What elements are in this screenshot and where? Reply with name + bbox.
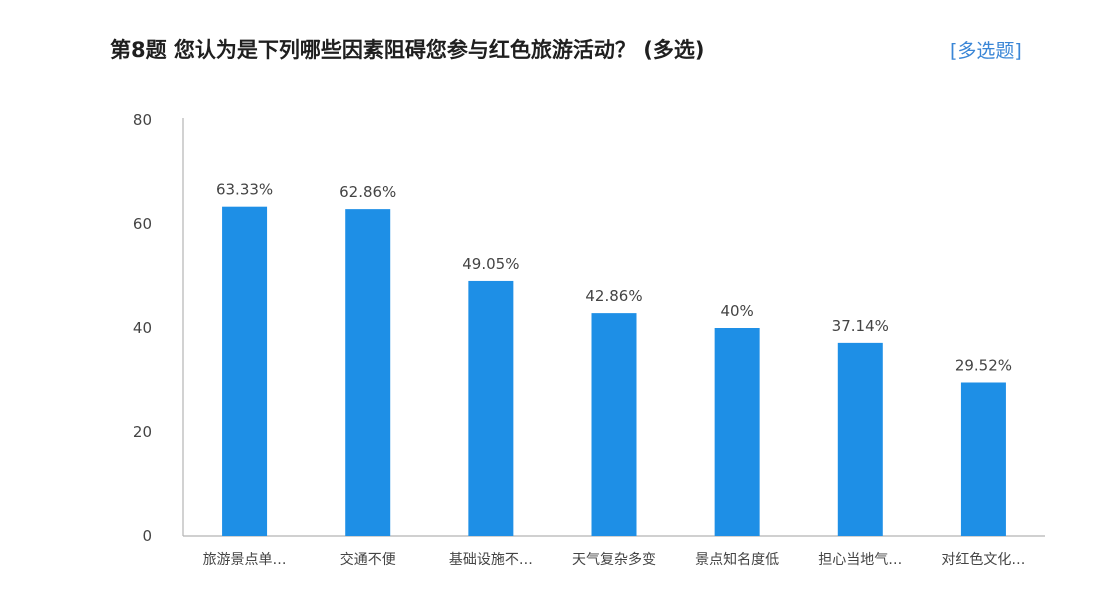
question-type-tag: [多选题] bbox=[950, 40, 1022, 62]
x-tick-label: 基础设施不… bbox=[449, 551, 533, 568]
data-label: 29.52% bbox=[955, 356, 1012, 374]
data-label: 40% bbox=[720, 302, 753, 320]
bar bbox=[714, 328, 760, 536]
x-tick-label: 交通不便 bbox=[340, 551, 396, 568]
question-title: 第8题 您认为是下列哪些因素阻碍您参与红色旅游活动？ (多选) bbox=[110, 38, 705, 62]
y-tick-label: 40 bbox=[133, 319, 152, 337]
question-header: 第8题 您认为是下列哪些因素阻碍您参与红色旅游活动？ (多选) [多选题] bbox=[0, 0, 1108, 80]
data-label: 37.14% bbox=[832, 317, 889, 335]
data-label: 63.33% bbox=[216, 181, 273, 199]
y-tick-label: 80 bbox=[133, 111, 152, 129]
bar bbox=[837, 342, 883, 536]
bar bbox=[960, 382, 1006, 536]
bar bbox=[468, 280, 514, 536]
data-label: 42.86% bbox=[585, 287, 642, 305]
x-tick-label: 景点知名度低 bbox=[695, 551, 779, 568]
bar bbox=[222, 206, 268, 536]
bar bbox=[345, 209, 391, 537]
x-tick-label: 担心当地气… bbox=[818, 552, 902, 568]
x-tick-label: 旅游景点单… bbox=[203, 552, 287, 568]
data-label: 49.05% bbox=[462, 255, 519, 273]
y-tick-label: 60 bbox=[133, 215, 152, 233]
y-tick-label: 0 bbox=[142, 527, 152, 545]
data-label: 62.86% bbox=[339, 183, 396, 201]
x-tick-label: 天气复杂多变 bbox=[572, 551, 656, 568]
bar bbox=[591, 313, 637, 536]
y-tick-label: 20 bbox=[133, 423, 152, 441]
x-tick-label: 对红色文化… bbox=[941, 551, 1025, 568]
